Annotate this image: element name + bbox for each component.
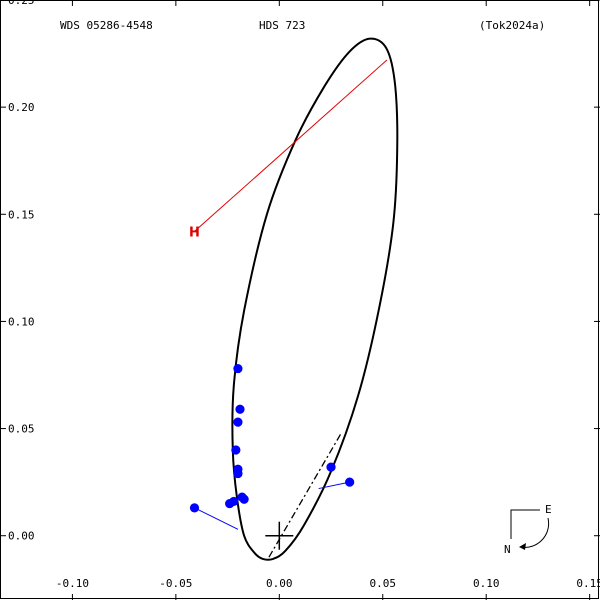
measure-point (345, 477, 355, 487)
measure-point (326, 462, 336, 472)
measure-residual-line (194, 507, 239, 530)
measure-point (239, 494, 249, 504)
y-axis-ticks: 0.00 0.05 0.10 0.15 0.20 0.25 (0, 0, 600, 543)
hipparcos-residual-line (194, 59, 388, 232)
hipparcos-marker-label: H (189, 225, 200, 240)
y-tick-label: 0.00 (8, 530, 35, 543)
y-tick-label: 0.20 (8, 101, 35, 114)
y-tick-label: 0.25 (8, 0, 35, 7)
x-tick-label: 0.15 (576, 577, 600, 590)
y-tick-label: 0.15 (8, 208, 35, 221)
x-tick-label: 0.10 (473, 577, 500, 590)
measure-point (233, 363, 243, 374)
measure-point (233, 417, 243, 427)
x-tick-label: 0.00 (266, 577, 293, 590)
measure-point (225, 498, 235, 509)
primary-star-cross (265, 521, 294, 550)
compass-axes (510, 509, 540, 539)
compass-north-label: N (504, 543, 511, 556)
line-of-nodes (268, 432, 342, 558)
y-tick-label: 0.05 (8, 423, 35, 436)
x-tick-label: -0.10 (56, 577, 89, 590)
hipparcos-layer: H (189, 59, 388, 240)
compass: E N (504, 503, 552, 556)
measure-point (231, 445, 241, 455)
x-tick-label: -0.05 (159, 577, 192, 590)
compass-arrowhead-icon (519, 543, 526, 550)
header-wds-id: WDS 05286-4548 (60, 19, 153, 32)
y-tick-label: 0.10 (8, 315, 35, 328)
measure-point (189, 503, 200, 513)
measure-point (233, 468, 243, 479)
x-tick-label: 0.05 (370, 577, 397, 590)
header-discoverer: HDS 723 (259, 19, 305, 32)
measures-layer (189, 363, 355, 530)
measure-residual-line (318, 481, 350, 490)
x-axis-ticks: -0.10 -0.05 0.00 0.05 0.10 0.15 (56, 0, 600, 600)
compass-east-label: E (545, 503, 552, 516)
header-reference: (Tok2024a) (479, 19, 545, 32)
measure-point (235, 404, 245, 414)
